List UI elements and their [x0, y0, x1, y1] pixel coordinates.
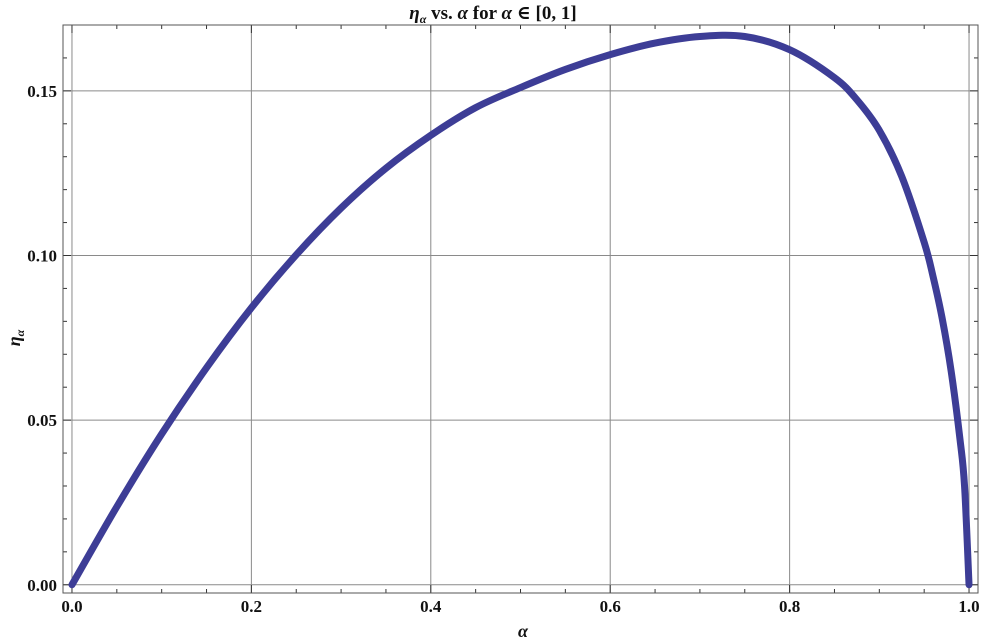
x-tick-label: 0.2 [241, 597, 262, 616]
y-tick-label: 0.15 [27, 82, 57, 101]
x-tick-label: 0.0 [61, 597, 82, 616]
x-tick-label: 1.0 [958, 597, 979, 616]
title-range: ∈ [0, 1] [512, 3, 577, 24]
tick-labels: 0.0 0.2 0.4 0.6 0.8 1.0 0.00 0.05 0.10 0.15 [27, 82, 979, 616]
x-tick-label: 0.8 [779, 597, 800, 616]
y-tick-label: 0.10 [27, 246, 57, 265]
title-for: for [468, 3, 501, 24]
x-tick-label: 0.4 [420, 597, 442, 616]
y-label-eta: η [4, 336, 24, 346]
title-eta: η [409, 3, 419, 24]
x-axis-label: α [518, 621, 529, 641]
y-label-sub: α [13, 329, 27, 336]
plot-frame [62, 24, 979, 594]
title-alpha-2: α [501, 3, 512, 24]
title-eta-sub: α [420, 12, 427, 26]
chart-title: ηα vs. α for α ∈ [0, 1] [409, 3, 576, 26]
y-axis-label: ηα [4, 329, 27, 346]
ticks [63, 24, 978, 593]
series-line [68, 31, 973, 589]
y-tick-label: 0.00 [27, 576, 57, 595]
title-vs: vs. [426, 3, 457, 24]
x-tick-label: 0.6 [600, 597, 621, 616]
title-alpha: α [458, 3, 469, 24]
y-tick-label: 0.05 [27, 411, 57, 430]
grid [63, 25, 978, 593]
